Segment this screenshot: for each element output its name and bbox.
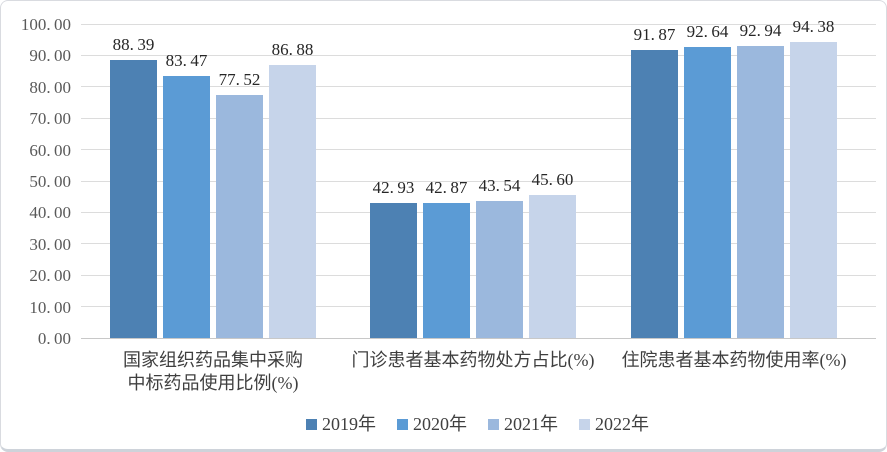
bar [529,194,576,338]
bar [790,41,837,338]
bar-value-label: 94. 38 [792,16,835,36]
legend-label: 2022年 [595,414,649,434]
legend-item: 2022年 [579,415,649,433]
bar-value-label: 86. 88 [271,40,314,60]
y-tick-label: 70. 00 [29,109,71,129]
bar [423,203,470,338]
bar-value-label: 83. 47 [165,50,208,70]
y-tick-label: 10. 00 [29,297,71,317]
bar-value-label: 43. 54 [478,176,521,196]
legend-item: 2020年 [397,415,467,433]
bar-value-label: 92. 64 [686,22,729,42]
bar-value-label: 45. 60 [531,169,574,189]
y-tick-label: 40. 00 [29,203,71,223]
legend: 2019年 2020年 2021年 2022年 [81,415,874,433]
category-label: 住院患者基本药物使用率(%) [621,350,847,370]
legend-swatch-icon [579,418,590,430]
gridline [81,23,876,25]
gridline [81,180,876,182]
legend-item: 2021年 [488,415,558,433]
bar-value-label: 42. 87 [425,178,468,198]
y-tick-label: 80. 00 [29,77,71,97]
bar-value-label: 77. 52 [218,69,261,89]
legend-label: 2021年 [504,414,558,434]
bar [163,75,210,338]
bar-value-label: 42. 93 [372,178,415,198]
gridline [81,149,876,151]
gridline [81,86,876,88]
gridline [81,117,876,119]
bar-value-label: 91. 87 [633,24,676,44]
y-tick-label: 0. 00 [37,329,71,348]
legend-swatch-icon [488,418,499,430]
bar [476,201,523,338]
bar-value-label: 92. 94 [739,21,782,41]
bar [737,46,784,338]
category-label: 国家组织药品集中采购 中标药品使用比例(%) [123,350,303,393]
bar [631,49,678,338]
bar [110,60,157,338]
y-tick-label: 60. 00 [29,140,71,160]
bar [216,94,263,338]
x-axis-line [81,337,876,339]
y-tick-label: 50. 00 [29,172,71,191]
bar [684,47,731,338]
category-label: 门诊患者基本药物处方占比(%) [351,350,595,370]
legend-label: 2019年 [322,414,376,434]
bar [370,203,417,338]
legend-label: 2020年 [413,414,467,434]
legend-item: 2019年 [306,415,376,433]
y-tick-label: 20. 00 [29,266,71,286]
bar [269,65,316,338]
gridline [81,54,876,56]
legend-swatch-icon [397,418,408,430]
y-tick-label: 90. 00 [29,46,71,66]
y-tick-label: 30. 00 [29,234,71,254]
legend-swatch-icon [306,418,317,430]
bar-value-label: 88. 39 [112,35,155,55]
y-tick-label: 100. 00 [20,15,71,34]
